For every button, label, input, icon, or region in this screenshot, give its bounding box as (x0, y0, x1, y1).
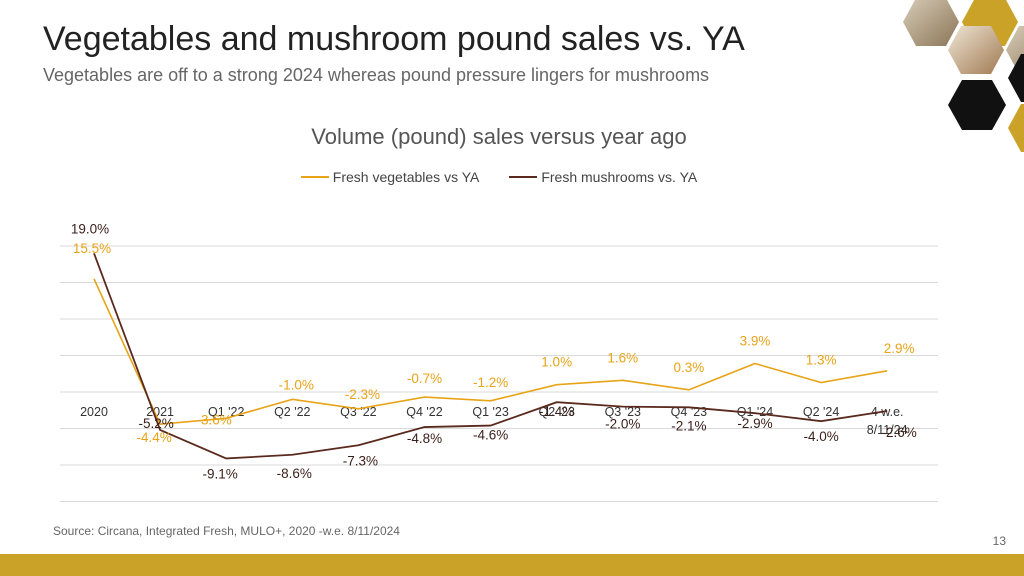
x-tick-label: Q2 '22 (274, 405, 310, 419)
legend-item-mushrooms: Fresh mushrooms vs. YA (509, 169, 697, 185)
page-title: Vegetables and mushroom pound sales vs. … (43, 20, 745, 58)
data-label-mushrooms: -4.8% (407, 431, 442, 446)
x-tick-label: Q1 '24 (737, 405, 773, 419)
data-label-vegetables: 1.0% (541, 355, 572, 370)
data-label-mushrooms: -5.2% (138, 416, 173, 431)
x-tick-label: Q2 '24 (803, 405, 839, 419)
legend-swatch-vegetables (300, 176, 329, 178)
data-label-vegetables: -4.4% (136, 430, 171, 445)
bottom-accent-bar (0, 554, 1024, 576)
chart-title: Volume (pound) sales versus year ago (311, 124, 687, 149)
data-label-vegetables: -3.6% (197, 412, 232, 427)
data-label-vegetables: -1.2% (473, 375, 508, 390)
data-label-vegetables: 2.9% (884, 341, 915, 356)
x-tick-label: Q3 '23 (605, 405, 641, 419)
data-label-vegetables: -2.3% (345, 387, 380, 402)
data-label-vegetables: -0.7% (407, 371, 442, 386)
data-label-mushrooms: -2.0% (605, 417, 640, 432)
legend-label-mushrooms: Fresh mushrooms vs. YA (541, 169, 698, 185)
data-label-mushrooms: -2.9% (737, 416, 772, 431)
series-line-mushrooms (93, 252, 888, 460)
x-tick-label: Q2 '23 (538, 405, 574, 419)
data-label-mushrooms: -4.0% (803, 429, 838, 444)
data-label-vegetables: 15.5% (73, 241, 111, 256)
legend-label-vegetables: Fresh vegetables vs YA (332, 169, 480, 185)
legend-swatch-mushrooms (509, 176, 538, 178)
x-tick-label: 2020 (80, 405, 108, 419)
data-label-vegetables: 1.6% (607, 350, 638, 365)
page-subtitle: Vegetables are off to a strong 2024 wher… (43, 65, 710, 85)
data-label-mushrooms: 19.0% (71, 221, 109, 236)
source-note: Source: Circana, Integrated Fresh, MULO+… (53, 524, 400, 538)
legend-item-vegetables: Fresh vegetables vs YA (300, 169, 480, 185)
data-label-vegetables: -1.0% (279, 377, 314, 392)
chart-legend: Fresh vegetables vs YA Fresh mushrooms v… (0, 169, 998, 185)
series-line-vegetables (93, 278, 888, 425)
data-label-mushrooms: -1.4% (539, 404, 574, 419)
data-label-vegetables: 0.3% (674, 360, 705, 375)
data-label-mushrooms: -2.6% (882, 425, 917, 440)
data-label-vegetables: 1.3% (806, 353, 837, 368)
data-label-mushrooms: -7.3% (343, 453, 378, 468)
page-number: 13 (992, 534, 1006, 548)
data-label-vegetables: 3.9% (740, 334, 771, 349)
x-tick-label: Q3 '22 (340, 405, 376, 419)
data-label-mushrooms: -9.1% (203, 466, 238, 481)
x-tick-label: Q4 '22 (406, 405, 442, 419)
x-tick-label: 4 w.e. 8/11/24 (867, 405, 908, 437)
data-label-mushrooms: -8.6% (277, 466, 312, 481)
data-label-mushrooms: -2.1% (671, 418, 706, 433)
data-label-mushrooms: -4.6% (473, 428, 508, 443)
x-tick-label: Q1 '23 (472, 405, 508, 419)
